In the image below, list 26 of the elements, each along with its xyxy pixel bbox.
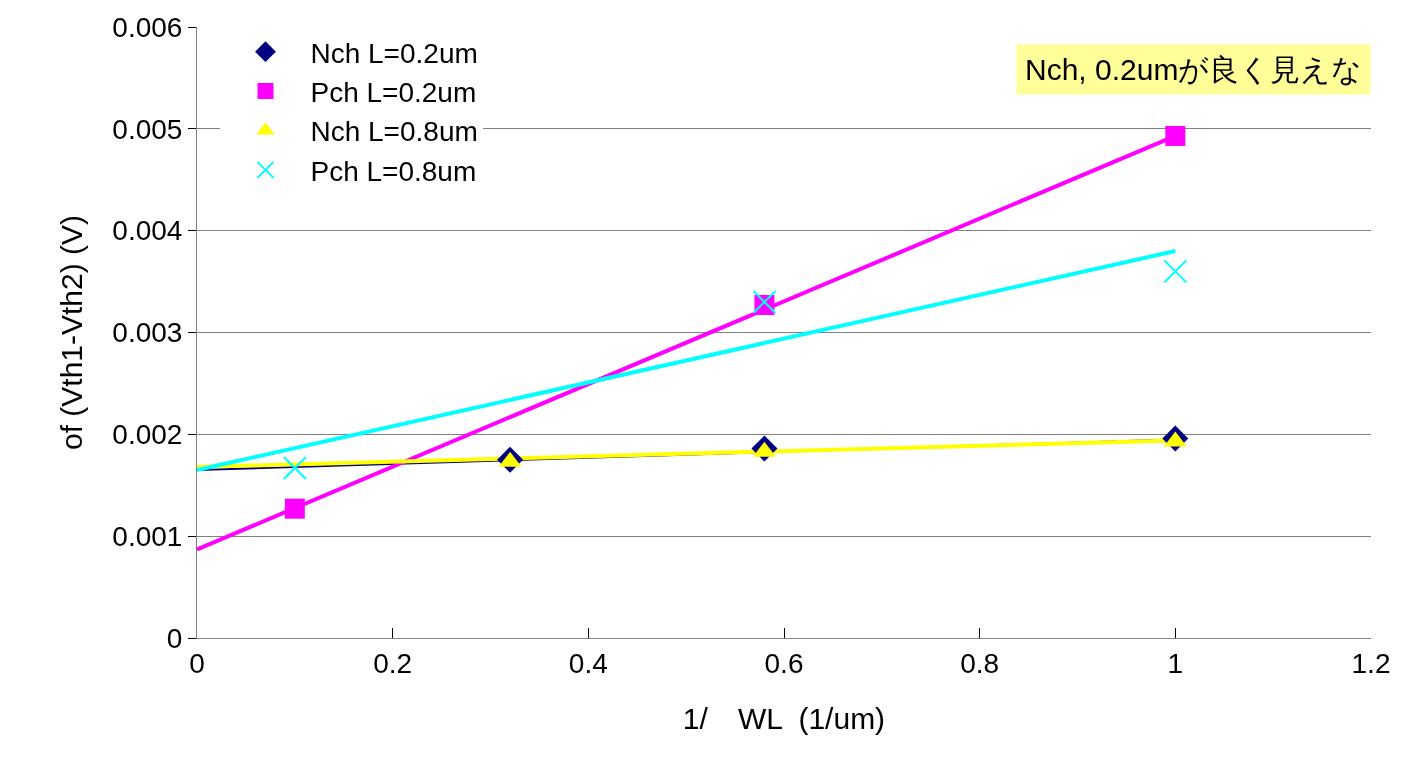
point xyxy=(284,498,305,519)
point xyxy=(1163,259,1188,284)
x-tick-label: 0.8 xyxy=(960,647,1000,679)
point xyxy=(752,289,777,314)
annotation: Nch, 0.2umが良く見えな xyxy=(1025,53,1363,86)
y-tick-label: 0.001 xyxy=(112,520,183,552)
y-tick-label: 0 xyxy=(166,622,183,654)
x-tick-label: 1.2 xyxy=(1351,647,1391,679)
x-tick-label: 0.6 xyxy=(764,647,804,679)
legend-label: Nch L=0.2um xyxy=(310,37,478,69)
point xyxy=(1165,125,1186,146)
legend-label: Pch L=0.8um xyxy=(310,155,477,187)
y-tick-label: 0.006 xyxy=(112,11,183,43)
y-tick-label: 0.004 xyxy=(112,215,183,247)
x-tick-label: 1 xyxy=(1167,647,1184,679)
y-tick-label: 0.003 xyxy=(112,317,183,349)
x-axis-title: 1/ WL (1/um) xyxy=(682,702,886,736)
y-axis-title: of (Vth1-Vth2) (V) xyxy=(55,214,89,451)
point xyxy=(282,455,307,480)
x-tick-label: 0 xyxy=(189,647,205,679)
x-tick-label: 0.2 xyxy=(373,647,413,679)
y-tick-label: 0.005 xyxy=(112,113,183,145)
legend-label: Nch L=0.8um xyxy=(310,116,478,148)
legend-label: Pch L=0.2um xyxy=(310,77,477,109)
x-tick-label: 0.4 xyxy=(568,647,608,679)
y-tick-label: 0.002 xyxy=(112,419,183,451)
